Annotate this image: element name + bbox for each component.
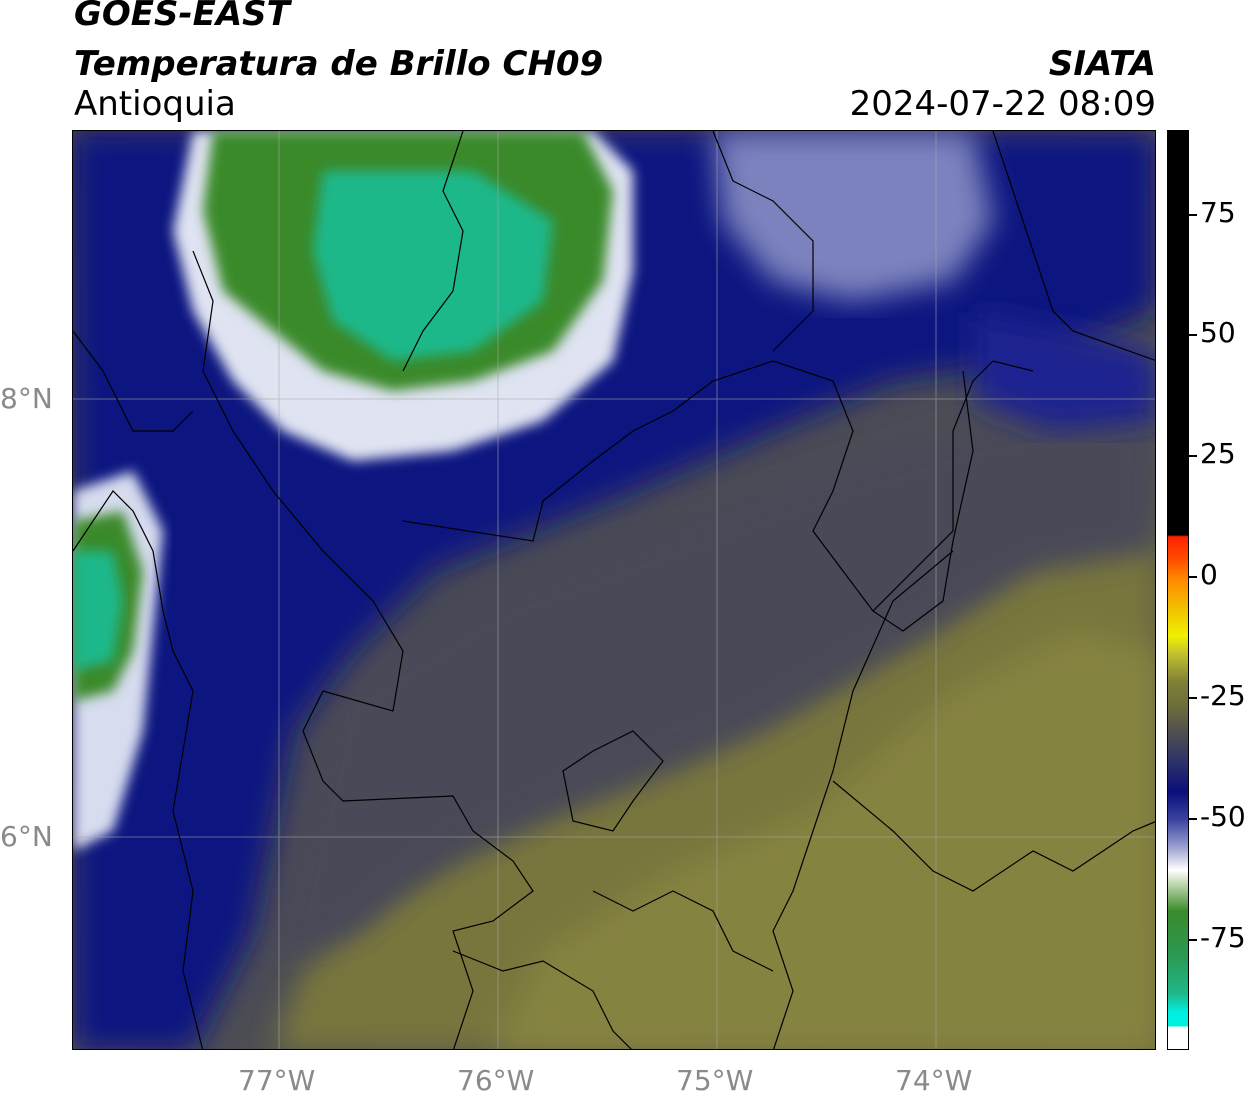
colorbar-tick-neg50 <box>1189 818 1197 820</box>
lon-label-75w: 75°W <box>676 1064 754 1097</box>
graticule <box>73 131 1155 1049</box>
colorbar-label-75: 75 <box>1200 196 1236 229</box>
colorbar-label-0: 0 <box>1200 558 1218 591</box>
colorbar-tick-neg25 <box>1189 697 1197 699</box>
colorbar-tick-0 <box>1189 576 1197 578</box>
colorbar-tick-75 <box>1189 214 1197 216</box>
olive-warm-core <box>494 631 1155 1049</box>
colorbar <box>1167 130 1189 1050</box>
lon-label-76w: 76°W <box>457 1064 535 1097</box>
region-label: Antioquia <box>74 84 236 124</box>
brightness-temperature-map <box>72 130 1156 1050</box>
lat-label-8n: 8°N <box>0 382 53 415</box>
colorbar-gradient <box>1168 131 1188 1049</box>
product-title: Temperatura de Brillo CH09 <box>74 44 604 84</box>
colorbar-tick-25 <box>1189 455 1197 457</box>
boundaries <box>73 131 1155 1049</box>
colorbar-tick-50 <box>1189 334 1197 336</box>
colorbar-label-neg25: -25 <box>1200 679 1246 712</box>
teal-cold-core <box>313 171 553 361</box>
grey-band <box>273 391 1155 951</box>
lon-label-74w: 74°W <box>895 1064 973 1097</box>
lat-label-6n: 6°N <box>0 820 53 853</box>
pale-band-north <box>713 131 993 301</box>
colorbar-label-50: 50 <box>1200 316 1236 349</box>
colorbar-label-neg50: -50 <box>1200 800 1246 833</box>
timestamp-label: 2024-07-22 08:09 <box>849 84 1156 124</box>
colorbar-label-25: 25 <box>1200 437 1236 470</box>
lon-label-77w: 77°W <box>238 1064 316 1097</box>
satellite-title: GOES-EAST <box>74 0 290 34</box>
colorbar-label-neg75: -75 <box>1200 921 1246 954</box>
organization-label: SIATA <box>1048 44 1156 84</box>
teal-west-patch <box>73 551 123 671</box>
navy-east-patch <box>973 311 1155 431</box>
colorbar-tick-neg75 <box>1189 939 1197 941</box>
